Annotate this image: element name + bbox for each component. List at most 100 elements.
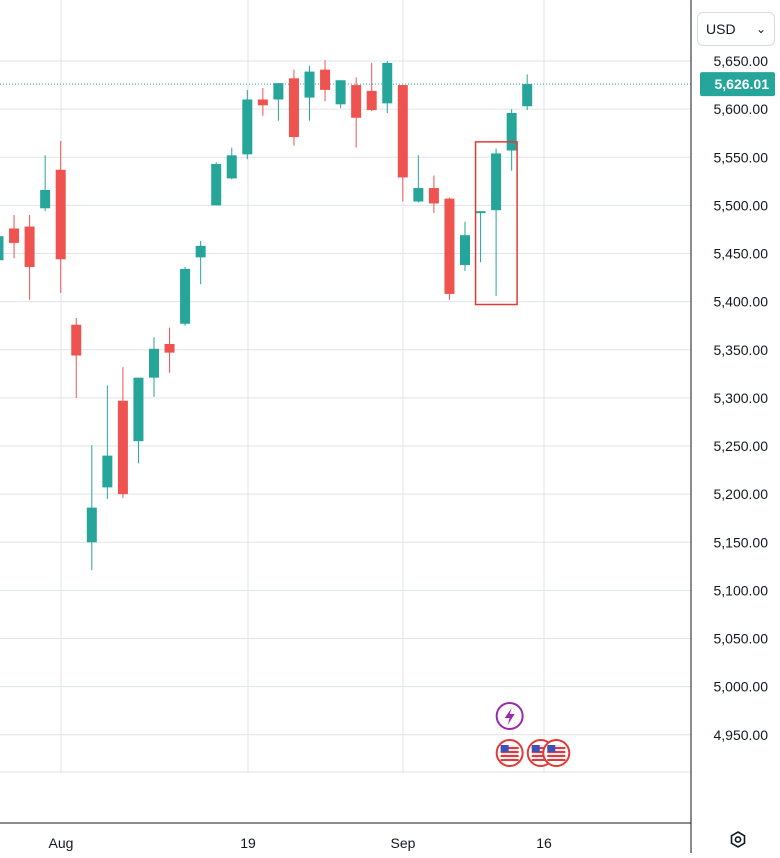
flag-canton [531,745,540,752]
candle-body [366,90,377,111]
y-tick-label: 5,600.00 [714,101,769,117]
candle [320,60,331,102]
time-scale-labels: Aug 19 Sep 16 [49,835,552,851]
x-tick-label: Sep [391,835,416,851]
candle-body [522,84,533,107]
last-price-label-bg [700,72,775,97]
candle-body [273,83,284,100]
y-tick-label: 5,500.00 [714,197,769,213]
candle [164,327,175,373]
y-tick-label: 5,650.00 [714,53,769,69]
candle [86,445,97,571]
flag-stripe [547,759,566,761]
candle-body [335,80,346,105]
candle-body [133,377,144,442]
flag-stripe [547,755,566,757]
x-tick-label: Aug [49,835,74,851]
candle [242,89,253,160]
candle-body [102,455,113,488]
candle-body [320,69,331,90]
candle [40,155,51,212]
candle [413,155,424,203]
flag-canton [500,745,509,752]
candle [335,80,346,109]
candle-body [288,78,299,138]
flag-stripe [531,747,550,749]
candle-body [164,343,175,353]
candle-body [304,71,315,98]
chart-grid [0,0,691,772]
y-tick-label: 5,250.00 [714,438,769,454]
y-tick-label: 5,400.00 [714,294,769,310]
candle [460,221,470,271]
candle-body [117,400,128,495]
candle [149,337,159,397]
candles [0,60,533,571]
flag-stripe [547,751,566,753]
y-tick-label: 5,300.00 [714,390,769,406]
candle-body [149,348,159,378]
candle [304,65,315,121]
candle-body [0,236,4,261]
flag-stripe [531,759,550,761]
flag-stripe [500,751,519,753]
candle-body [491,153,502,211]
candle [226,147,237,180]
candle [428,175,439,214]
x-tick-label: 19 [240,835,256,851]
candle [444,197,455,300]
flag-stripe [531,755,550,757]
y-tick-label: 5,050.00 [714,631,769,647]
candle-body [211,163,222,206]
candle-body [71,324,82,356]
candle [55,140,66,293]
candle [491,148,502,296]
y-tick-label: 5,350.00 [714,342,769,358]
candle-body [506,112,517,151]
chevron-down-icon: ⌄ [755,22,766,36]
candle [397,85,408,202]
candle-body [444,198,455,294]
candle [133,377,144,464]
y-tick-label: 5,200.00 [714,486,769,502]
currency-selector[interactable]: USD ⌄ [697,12,775,46]
settings-icon[interactable] [725,829,751,853]
flag-stripe [547,747,566,749]
candle [257,87,268,116]
candle [506,109,517,171]
candle [117,367,128,498]
candle [366,62,377,112]
candle-body [475,211,486,214]
highlight-box [474,141,518,306]
candle-body [397,85,408,178]
lightning-glyph [504,708,515,725]
flag-stripe [500,755,519,757]
candle-body [24,226,35,267]
candle-body [242,99,253,155]
candle-body [9,228,20,243]
candle [475,211,486,263]
price-scale-labels: 5,650.00 5,600.00 5,550.00 5,500.00 5,450.00… [714,53,769,743]
lightning-icon [495,702,524,730]
x-tick-label: 16 [536,835,552,851]
y-tick-label: 5,550.00 [714,149,769,165]
currency-label: USD [706,21,736,37]
candle [273,83,284,121]
candle [0,236,4,261]
candle [24,215,35,300]
candle [288,69,299,146]
candle [180,266,191,326]
candle-body [195,245,206,258]
candle-body [40,189,51,209]
candle-body [382,62,393,104]
us-flag-icon [495,739,524,767]
y-tick-label: 5,150.00 [714,534,769,550]
candle-body [351,85,362,118]
candle [211,162,222,206]
candle [382,61,393,113]
y-tick-label: 5,450.00 [714,246,769,262]
candle-body [428,188,439,204]
candle-body [55,169,66,260]
y-tick-label: 5,000.00 [714,679,769,695]
